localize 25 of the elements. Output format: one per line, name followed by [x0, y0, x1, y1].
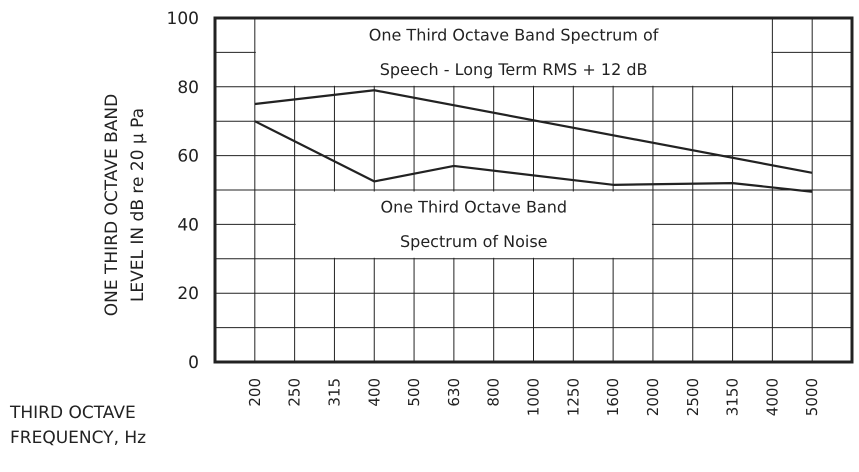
y-tick-label: 100 [166, 9, 199, 30]
x-tick-label: 1600 [604, 378, 622, 416]
series-label: One Third Octave Band Spectrum of Speech - Long Term RMS + 12 dB [368, 26, 659, 80]
x-tick-label: 2500 [684, 378, 702, 416]
x-tick-label: 3150 [724, 378, 742, 416]
x-tick-label: 315 [325, 378, 344, 407]
y-axis-title: ONE THIRD OCTAVE BAND LEVEL IN dB re 20 μ Pa [102, 94, 148, 316]
x-tick-label: 630 [444, 378, 463, 407]
series-label: One Third Octave Band Spectrum of Noise [380, 198, 568, 252]
x-tick-label: 800 [484, 378, 503, 407]
y-tick-label: 0 [188, 353, 199, 374]
y-tick-label: 20 [177, 284, 199, 304]
x-tick-label: 2000 [644, 378, 662, 416]
x-tick-label: 5000 [803, 378, 822, 416]
x-axis-title: THIRD OCTAVE FREQUENCY, Hz [9, 403, 146, 448]
x-tick-label: 1250 [564, 378, 582, 416]
y-tick-label: 40 [177, 215, 199, 236]
x-tick-label: 200 [246, 378, 264, 407]
x-tick-label: 400 [365, 378, 384, 407]
y-tick-label: 80 [177, 78, 199, 98]
y-tick-label: 60 [177, 146, 199, 167]
x-tick-label: 500 [405, 378, 424, 407]
x-tick-label: 4000 [763, 378, 782, 416]
x-tick-label: 1000 [524, 378, 542, 416]
x-tick-label: 250 [286, 378, 304, 407]
